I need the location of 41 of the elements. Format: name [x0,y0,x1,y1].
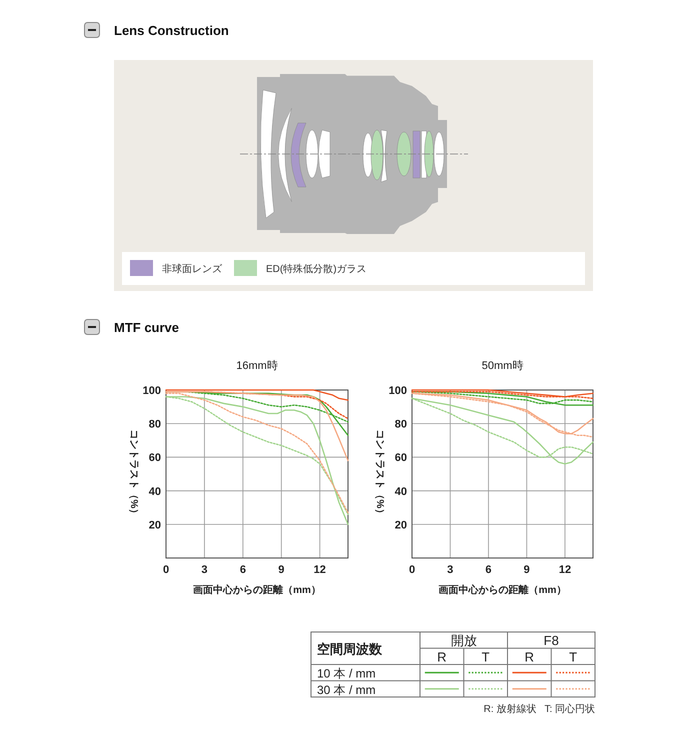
text: Lens Construction [114,23,229,38]
x-tick-label: 9 [278,564,284,576]
text: 非球面レンズ [162,263,223,275]
text: 30 本 / mm [317,682,376,697]
text: 開放 [450,633,477,648]
y-tick-label: 100 [142,385,161,397]
y-tick-label: 40 [394,486,407,498]
text: F8 [544,633,559,648]
y-tick-label: 60 [394,452,407,464]
text: T [569,649,578,664]
x-tick-label: 6 [485,564,492,576]
x-tick-label: 9 [524,564,530,576]
text: 10 本 / mm [317,666,376,681]
x-tick-label: 12 [314,564,326,576]
chart-title: MTF curve [114,320,180,335]
text: R: 放射線状 [484,703,536,715]
legend-title: 空間周波数 [317,641,383,656]
y-tick-label: 100 [388,385,407,397]
chart-subtitle: 16mm時 [236,359,278,372]
text: ED(特殊低分散)ガラス [266,263,367,275]
text: T: 同心円状 [544,703,595,715]
chart-subtitle: 50mm時 [482,359,524,372]
x-tick-label: 0 [408,564,416,576]
text: R [437,649,447,664]
y-tick-label: 20 [394,519,407,532]
x-axis-title: 画面中心からの距離（mm） [193,584,321,596]
y-tick-label: 60 [148,452,161,464]
y-tick-label: 20 [148,519,161,532]
x-tick-label: 3 [201,564,208,576]
x-tick-label: 0 [162,564,170,576]
text: R [524,649,534,664]
y-tick-label: 80 [148,418,161,431]
x-tick-label: 6 [240,564,246,576]
y-axis-title: コントラスト（%） [374,430,385,518]
x-axis-title: 画面中心からの距離（mm） [438,584,566,596]
x-tick-label: 3 [447,564,454,576]
y-tick-label: 40 [148,486,161,498]
y-tick-label: 80 [394,418,407,431]
y-axis-title: コントラスト（%） [128,430,139,518]
text: T [482,649,490,664]
x-tick-label: 12 [558,564,572,576]
